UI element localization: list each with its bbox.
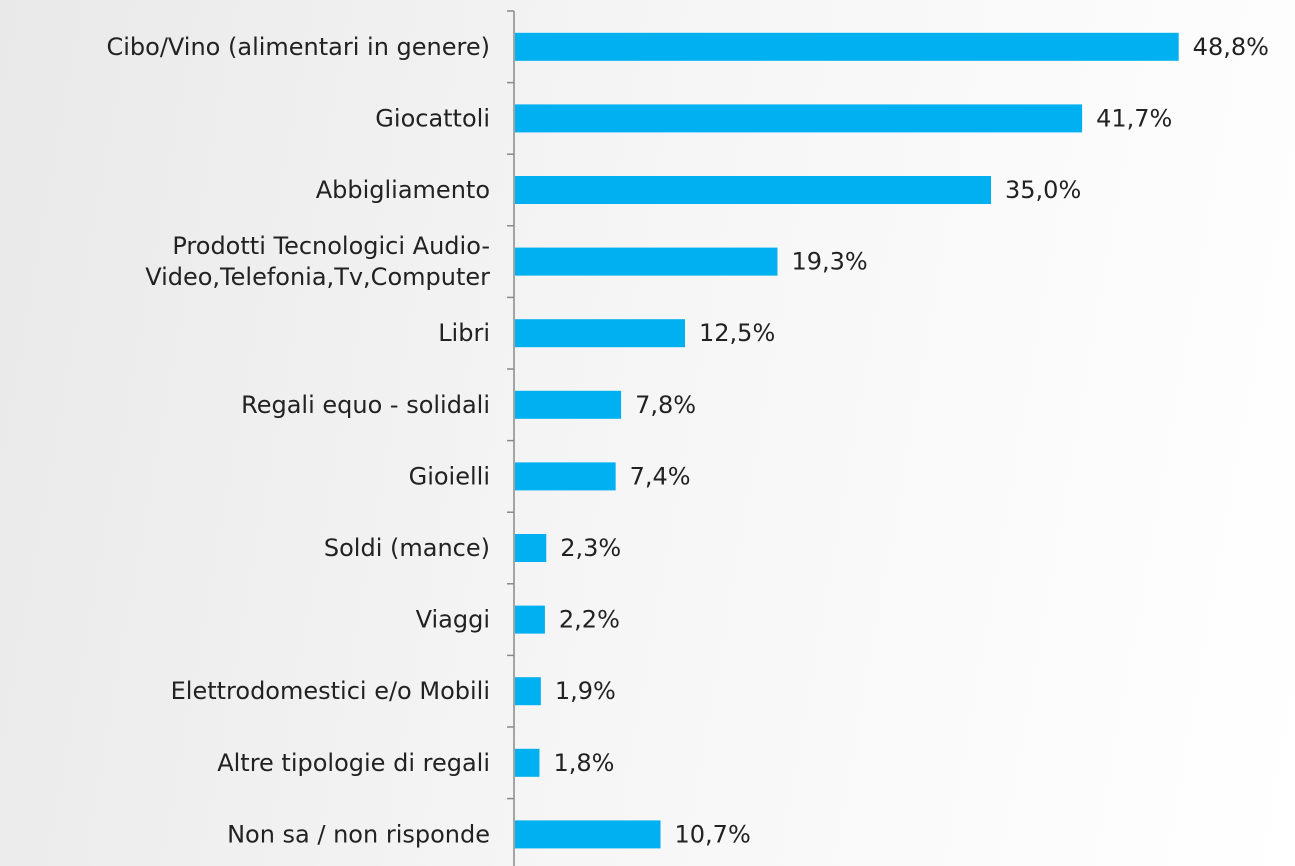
bar (515, 104, 1083, 133)
bar (515, 247, 778, 276)
category-label: Elettrodomestici e/o Mobili (171, 677, 490, 705)
value-label: 2,2% (559, 606, 620, 634)
category-label: Non sa / non risponde (227, 820, 490, 848)
bar (515, 820, 661, 849)
category-label: Libri (438, 319, 490, 347)
bar (515, 677, 541, 706)
category-label: Gioielli (409, 462, 490, 490)
bar (515, 534, 547, 562)
bar (515, 32, 1179, 61)
category-label: Viaggi (416, 606, 490, 634)
value-label: 2,3% (560, 534, 621, 562)
value-label: 7,4% (630, 462, 691, 490)
value-label: 19,3% (791, 248, 867, 276)
category-label: Soldi (mance) (324, 534, 490, 562)
value-label: 1,9% (555, 677, 616, 705)
bar (515, 748, 540, 777)
bar (515, 319, 685, 348)
value-label: 48,8% (1193, 33, 1269, 61)
bar (515, 390, 622, 419)
value-label: 7,8% (635, 391, 696, 419)
category-label: Altre tipologie di regali (217, 749, 490, 777)
bar (515, 176, 991, 204)
category-label: Prodotti Tecnologici Audio-Video,Telefon… (145, 232, 490, 291)
bar (515, 605, 545, 634)
bar (515, 462, 616, 491)
category-label: Regali equo - solidali (241, 391, 490, 419)
category-label: Abbigliamento (316, 176, 490, 204)
category-label: Cibo/Vino (alimentari in genere) (106, 33, 490, 61)
value-label: 12,5% (699, 319, 775, 347)
value-label: 35,0% (1005, 176, 1081, 204)
value-label: 10,7% (675, 820, 751, 848)
value-label: 1,8% (553, 749, 614, 777)
value-label: 41,7% (1096, 104, 1172, 132)
category-label: Giocattoli (375, 104, 490, 132)
